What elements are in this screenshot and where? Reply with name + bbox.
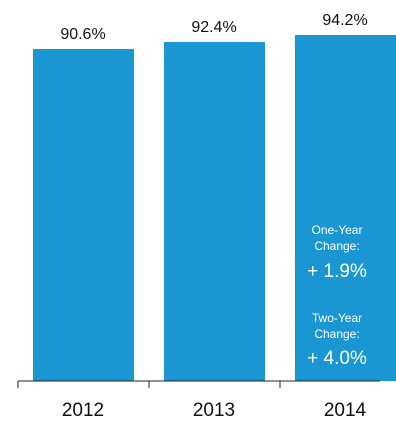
bars-group	[33, 35, 396, 381]
two-year-change-title-line1: Two-Year	[312, 311, 362, 325]
category-label-2013: 2013	[193, 400, 235, 421]
one-year-change-title-line1: One-Year	[312, 223, 363, 237]
value-label-2014: 94.2%	[322, 12, 367, 29]
category-label-2012: 2012	[62, 400, 104, 421]
value-label-2013: 92.4%	[191, 19, 236, 36]
annotations-group: One-Year Change: + 1.9% Two-Year Change:…	[307, 223, 367, 369]
two-year-change-title-line2: Change:	[314, 327, 359, 341]
one-year-change-title-line2: Change:	[314, 239, 359, 253]
bar-2013	[164, 42, 265, 381]
two-year-change-value: + 4.0%	[307, 348, 367, 369]
bar-2012	[33, 49, 134, 381]
x-axis-ticks-group	[17, 381, 281, 388]
one-year-change-value: + 1.9%	[307, 261, 367, 282]
category-labels-group: 2012 2013 2014	[62, 400, 367, 421]
category-label-2014: 2014	[324, 400, 367, 421]
value-labels-group: 90.6% 92.4% 94.2%	[60, 12, 367, 43]
value-label-2012: 90.6%	[60, 26, 105, 43]
bar-2014	[295, 35, 396, 381]
